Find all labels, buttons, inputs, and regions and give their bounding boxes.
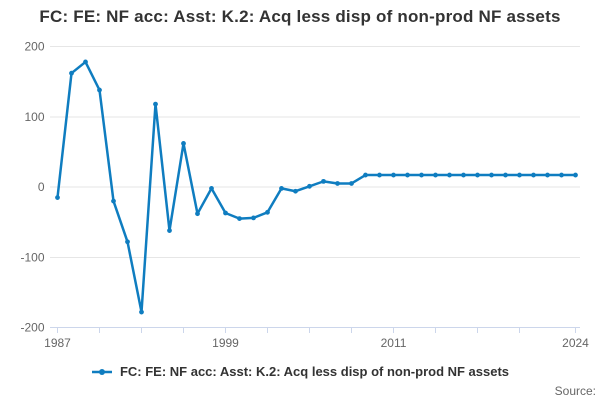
series-point[interactable] — [223, 210, 228, 216]
x-tick-label: 1987 — [44, 336, 71, 350]
legend[interactable]: FC: FE: NF acc: Asst: K.2: Acq less disp… — [0, 364, 600, 379]
series-markers[interactable] — [55, 59, 578, 315]
series-point[interactable] — [447, 172, 452, 178]
series-point[interactable] — [125, 239, 130, 245]
series-point[interactable] — [335, 181, 340, 186]
x-axis — [50, 327, 580, 333]
gridlines — [50, 46, 580, 328]
series-point[interactable] — [475, 172, 480, 178]
series-point[interactable] — [111, 198, 116, 204]
series-point[interactable] — [377, 172, 382, 178]
y-axis-labels: 200 100 0 -100 -200 — [20, 40, 44, 335]
series-point[interactable] — [461, 172, 466, 178]
series-point[interactable] — [419, 172, 424, 178]
series-point[interactable] — [237, 216, 242, 222]
legend-series-label: FC: FE: NF acc: Asst: K.2: Acq less disp… — [119, 364, 510, 379]
series-point[interactable] — [363, 172, 368, 178]
y-tick-label: -200 — [20, 321, 44, 335]
series-point[interactable] — [503, 172, 508, 178]
series-point[interactable] — [209, 186, 214, 191]
series-point[interactable] — [181, 141, 186, 146]
series-point[interactable] — [349, 181, 354, 186]
series-point[interactable] — [265, 209, 270, 215]
y-tick-label: 100 — [24, 110, 44, 124]
series-point[interactable] — [573, 172, 578, 178]
series-point[interactable] — [307, 183, 312, 189]
series-point[interactable] — [153, 101, 158, 107]
x-tick-label: 2011 — [381, 336, 407, 350]
source-label: Source: — [554, 384, 596, 398]
series-point[interactable] — [433, 172, 438, 178]
series-point[interactable] — [55, 195, 60, 200]
series-point[interactable] — [195, 211, 200, 217]
series-point[interactable] — [517, 172, 522, 178]
series-point[interactable] — [83, 59, 88, 65]
x-tick-label: 2024 — [562, 336, 589, 350]
series-point[interactable] — [251, 215, 256, 221]
y-tick-label: -100 — [20, 250, 44, 264]
legend-line-marker-icon — [91, 367, 113, 377]
series-point[interactable] — [531, 172, 536, 178]
series-point[interactable] — [559, 172, 564, 178]
x-tick-label: 1999 — [212, 336, 239, 350]
series-point[interactable] — [293, 188, 298, 194]
chart-title: FC: FE: NF acc: Asst: K.2: Acq less disp… — [39, 7, 561, 26]
series-point[interactable] — [69, 70, 74, 76]
series-point[interactable] — [391, 172, 396, 178]
series-point[interactable] — [167, 228, 172, 233]
y-tick-label: 0 — [38, 180, 45, 194]
series-point[interactable] — [279, 186, 284, 191]
series-point[interactable] — [489, 172, 494, 178]
series-point[interactable] — [545, 172, 550, 178]
series-point[interactable] — [321, 178, 326, 184]
y-tick-label: 200 — [24, 40, 44, 54]
series-point[interactable] — [97, 87, 102, 93]
series-point[interactable] — [139, 309, 144, 315]
series-point[interactable] — [405, 172, 410, 178]
x-axis-labels: 1987 1999 2011 2024 — [44, 336, 589, 350]
